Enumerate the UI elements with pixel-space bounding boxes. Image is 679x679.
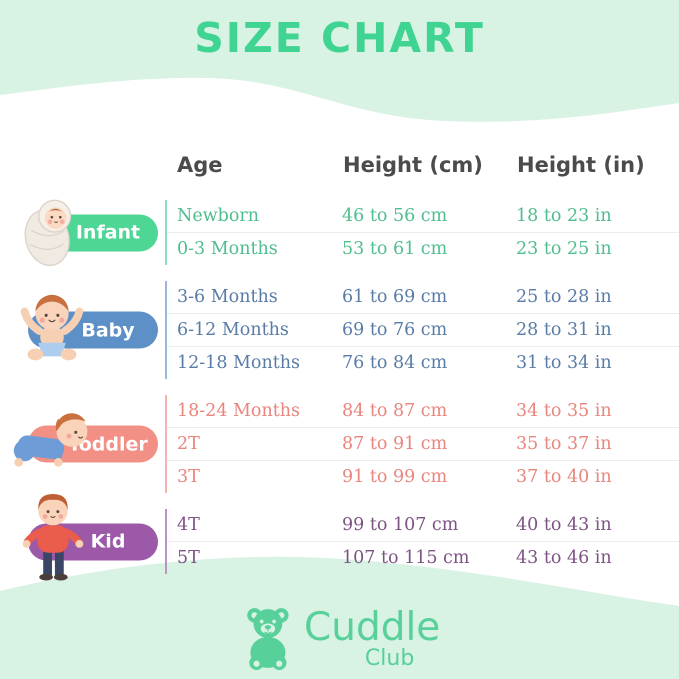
cell-height-in: 43 to 46 in (516, 548, 612, 568)
kid-rows: 4T 99 to 107 cm 40 to 43 in 5T 107 to 11… (165, 509, 679, 574)
cell-age: 2T (177, 434, 200, 454)
table-row: 6-12 Months 69 to 76 cm 28 to 31 in (167, 313, 679, 346)
brand-name-sub: Club (364, 646, 415, 671)
group-kid: Kid (0, 493, 679, 581)
header-height-in: Height (in) (517, 153, 645, 177)
cell-height-in: 23 to 25 in (516, 239, 612, 259)
toddler-illustration-icon (8, 402, 100, 478)
group-baby-label-area: Baby (0, 281, 165, 379)
table-row: 18-24 Months 84 to 87 cm 34 to 35 in (167, 395, 679, 427)
cell-height-in: 34 to 35 in (516, 401, 612, 421)
cell-height-cm: 91 to 99 cm (342, 467, 448, 487)
cell-height-cm: 76 to 84 cm (342, 353, 448, 373)
toddler-rows: 18-24 Months 84 to 87 cm 34 to 35 in 2T … (165, 395, 679, 493)
table-row: 3T 91 to 99 cm 37 to 40 in (167, 460, 679, 493)
cell-height-in: 35 to 37 in (516, 434, 612, 454)
cell-height-cm: 53 to 61 cm (342, 239, 448, 259)
infant-rows: Newborn 46 to 56 cm 18 to 23 in 0-3 Mont… (165, 200, 679, 265)
cell-age: 4T (177, 515, 200, 535)
cell-height-cm: 107 to 115 cm (342, 548, 470, 568)
table-row: 0-3 Months 53 to 61 cm 23 to 25 in (167, 232, 679, 265)
size-chart-table: Age Height (cm) Height (in) Infant (0, 146, 679, 581)
cell-height-in: 37 to 40 in (516, 467, 612, 487)
cell-age: 6-12 Months (177, 320, 289, 340)
table-row: 2T 87 to 91 cm 35 to 37 in (167, 427, 679, 460)
cell-height-cm: 69 to 76 cm (342, 320, 448, 340)
cell-height-in: 25 to 28 in (516, 287, 612, 307)
toddler-pill-badge: Toddler (28, 425, 158, 463)
group-infant: Infant Newborn (0, 199, 679, 266)
table-row: Newborn 46 to 56 cm 18 to 23 in (167, 200, 679, 232)
cell-age: 0-3 Months (177, 239, 278, 259)
bottom-wave-shape (0, 556, 679, 679)
table-row: 12-18 Months 76 to 84 cm 31 to 34 in (167, 346, 679, 379)
table-row: 4T 99 to 107 cm 40 to 43 in (167, 509, 679, 541)
group-baby: Baby (0, 281, 679, 379)
group-kid-label-area: Kid (0, 493, 165, 581)
group-infant-label-area: Infant (0, 199, 165, 266)
cell-age: 12-18 Months (177, 353, 301, 373)
cell-age: 3-6 Months (177, 287, 278, 307)
cell-height-cm: 46 to 56 cm (342, 206, 448, 226)
header-age: Age (177, 153, 223, 177)
cell-height-in: 40 to 43 in (516, 515, 612, 535)
cell-height-cm: 61 to 69 cm (342, 287, 448, 307)
cell-height-in: 28 to 31 in (516, 320, 612, 340)
bottom-wave-band (0, 549, 679, 679)
baby-illustration-icon (8, 286, 96, 374)
brand-name-main: Cuddle (304, 605, 441, 650)
teddy-bear-icon (244, 606, 298, 672)
cell-height-in: 31 to 34 in (516, 353, 612, 373)
group-toddler-label-area: Toddler (0, 395, 165, 493)
page-title: SIZE CHART (194, 14, 485, 62)
brand-name: Cuddle Club (304, 606, 440, 670)
brand-logo: Cuddle Club (244, 606, 440, 672)
table-row: 3-6 Months 61 to 69 cm 25 to 28 in (167, 281, 679, 313)
top-wave-shape (0, 0, 679, 122)
cell-age: 3T (177, 467, 200, 487)
header-height-cm: Height (cm) (343, 153, 483, 177)
cell-height-cm: 99 to 107 cm (342, 515, 459, 535)
infant-illustration-icon (8, 191, 92, 275)
cell-height-in: 18 to 23 in (516, 206, 612, 226)
table-row: 5T 107 to 115 cm 43 to 46 in (167, 541, 679, 574)
cell-height-cm: 84 to 87 cm (342, 401, 448, 421)
group-toddler: Toddler 18-24 Months (0, 395, 679, 493)
table-header-row: Age Height (cm) Height (in) (177, 146, 679, 184)
baby-rows: 3-6 Months 61 to 69 cm 25 to 28 in 6-12 … (165, 281, 679, 379)
top-wave-band (0, 0, 679, 140)
cell-age: 18-24 Months (177, 401, 301, 421)
kid-illustration-icon (8, 489, 96, 589)
cell-height-cm: 87 to 91 cm (342, 434, 448, 454)
cell-age: Newborn (177, 206, 260, 226)
cell-age: 5T (177, 548, 200, 568)
